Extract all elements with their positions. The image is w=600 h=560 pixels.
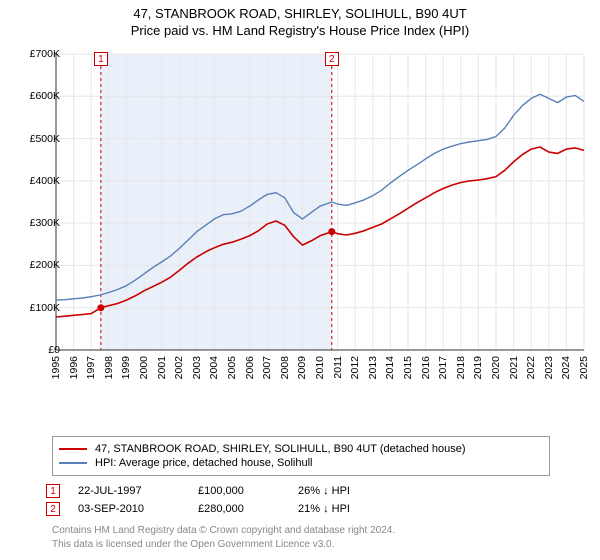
sale-row: 2 03-SEP-2010£280,00021% ↓ HPI (46, 500, 418, 518)
sale-price: £280,000 (198, 503, 298, 515)
x-axis-label: 1999 (120, 356, 132, 379)
x-axis-label: 2000 (138, 356, 150, 379)
x-axis-label: 2020 (490, 356, 502, 379)
chart-title: 47, STANBROOK ROAD, SHIRLEY, SOLIHULL, B… (0, 6, 600, 21)
x-axis-label: 2018 (455, 356, 467, 379)
legend-line-swatch (59, 448, 87, 450)
x-axis-label: 2001 (156, 356, 168, 379)
sale-date: 03-SEP-2010 (78, 503, 198, 515)
chart-svg (52, 48, 590, 394)
x-axis-label: 1997 (85, 356, 97, 379)
y-axis-label: £300K (12, 217, 60, 229)
y-axis-label: £500K (12, 133, 60, 145)
legend-box: 47, STANBROOK ROAD, SHIRLEY, SOLIHULL, B… (52, 436, 550, 476)
x-axis-label: 2014 (384, 356, 396, 379)
x-axis-label: 2008 (279, 356, 291, 379)
x-axis-label: 2015 (402, 356, 414, 379)
x-axis-label: 2003 (191, 356, 203, 379)
x-axis-label: 2023 (543, 356, 555, 379)
chart-container: 47, STANBROOK ROAD, SHIRLEY, SOLIHULL, B… (0, 0, 600, 560)
y-axis-label: £400K (12, 175, 60, 187)
title-block: 47, STANBROOK ROAD, SHIRLEY, SOLIHULL, B… (0, 0, 600, 38)
sale-marker-box: 2 (46, 502, 60, 516)
x-axis-label: 2012 (349, 356, 361, 379)
x-axis-label: 1995 (50, 356, 62, 379)
chart-subtitle: Price paid vs. HM Land Registry's House … (0, 23, 600, 38)
legend-row: 47, STANBROOK ROAD, SHIRLEY, SOLIHULL, B… (59, 443, 543, 455)
x-axis-label: 2005 (226, 356, 238, 379)
x-axis-label: 2009 (296, 356, 308, 379)
x-axis-label: 2013 (367, 356, 379, 379)
chart-area (52, 48, 590, 394)
legend-row: HPI: Average price, detached house, Soli… (59, 457, 543, 469)
sales-table: 1 22-JUL-1997£100,00026% ↓ HPI 2 03-SEP-201… (46, 482, 418, 518)
legend-label: HPI: Average price, detached house, Soli… (95, 457, 313, 469)
sale-date: 22-JUL-1997 (78, 485, 198, 497)
x-axis-label: 2002 (173, 356, 185, 379)
y-axis-label: £0 (12, 344, 60, 356)
x-axis-label: 1998 (103, 356, 115, 379)
copyright-notice: Contains HM Land Registry data © Crown c… (52, 524, 395, 552)
notice-line-2: This data is licensed under the Open Gov… (52, 539, 334, 550)
x-axis-label: 2004 (208, 356, 220, 379)
x-axis-label: 2017 (437, 356, 449, 379)
x-axis-label: 2010 (314, 356, 326, 379)
x-axis-label: 2019 (472, 356, 484, 379)
x-axis-label: 2016 (420, 356, 432, 379)
x-axis-label: 2025 (578, 356, 590, 379)
x-axis-label: 2007 (261, 356, 273, 379)
legend-line-swatch (59, 462, 87, 464)
notice-line-1: Contains HM Land Registry data © Crown c… (52, 525, 395, 536)
sale-row: 1 22-JUL-1997£100,00026% ↓ HPI (46, 482, 418, 500)
x-axis-label: 2011 (332, 356, 344, 379)
sale-price: £100,000 (198, 485, 298, 497)
sale-vs-hpi: 21% ↓ HPI (298, 503, 418, 515)
sale-vs-hpi: 26% ↓ HPI (298, 485, 418, 497)
x-axis-label: 2021 (508, 356, 520, 379)
x-axis-label: 2022 (525, 356, 537, 379)
sale-marker-box: 1 (94, 52, 108, 66)
y-axis-label: £200K (12, 259, 60, 271)
sale-marker-box: 2 (325, 52, 339, 66)
y-axis-label: £700K (12, 48, 60, 60)
x-axis-label: 2024 (560, 356, 572, 379)
x-axis-label: 2006 (244, 356, 256, 379)
x-axis-label: 1996 (68, 356, 80, 379)
legend-label: 47, STANBROOK ROAD, SHIRLEY, SOLIHULL, B… (95, 443, 466, 455)
y-axis-label: £600K (12, 90, 60, 102)
y-axis-label: £100K (12, 302, 60, 314)
sale-marker-box: 1 (46, 484, 60, 498)
